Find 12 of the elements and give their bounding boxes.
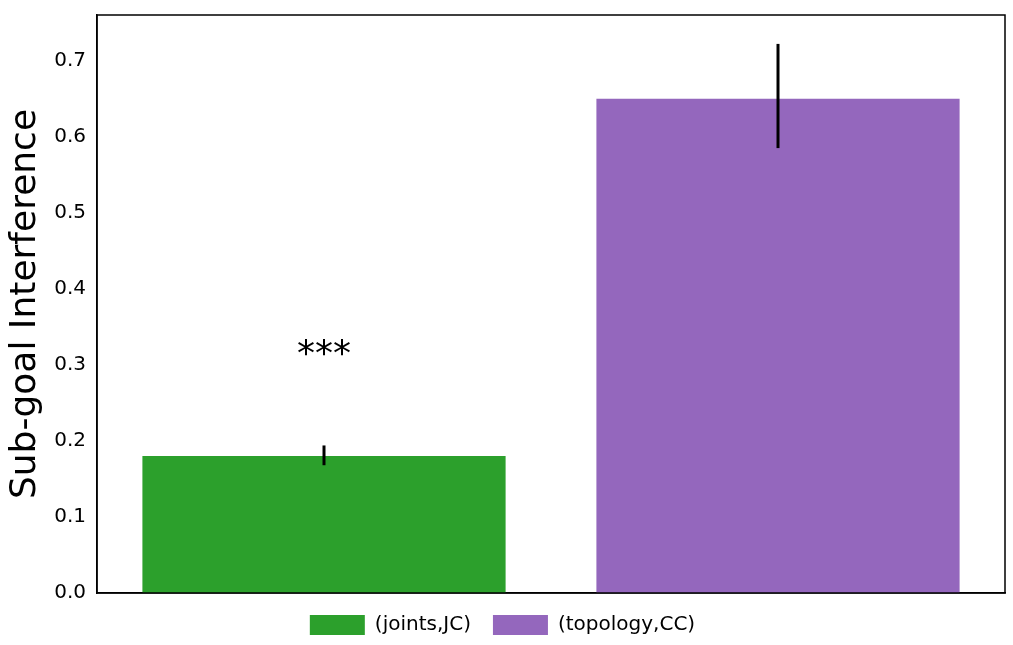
y-axis-title: Sub-goal Interference [1,108,43,500]
y-tick-label: 0.6 [54,122,87,147]
y-tick-label: 0.5 [54,198,87,223]
legend-label: (joints,JC) [374,611,471,636]
y-tick-label: 0.1 [54,503,87,528]
y-tick-label: 0.7 [54,46,87,71]
y-tick-label: 0.2 [54,427,87,452]
annotation: *** [297,331,351,373]
legend-label: (topology,CC) [557,611,696,636]
y-tick-label: 0.4 [54,274,87,299]
y-tick-label: 0.0 [54,579,87,604]
y-tick-label: 0.3 [54,351,87,376]
